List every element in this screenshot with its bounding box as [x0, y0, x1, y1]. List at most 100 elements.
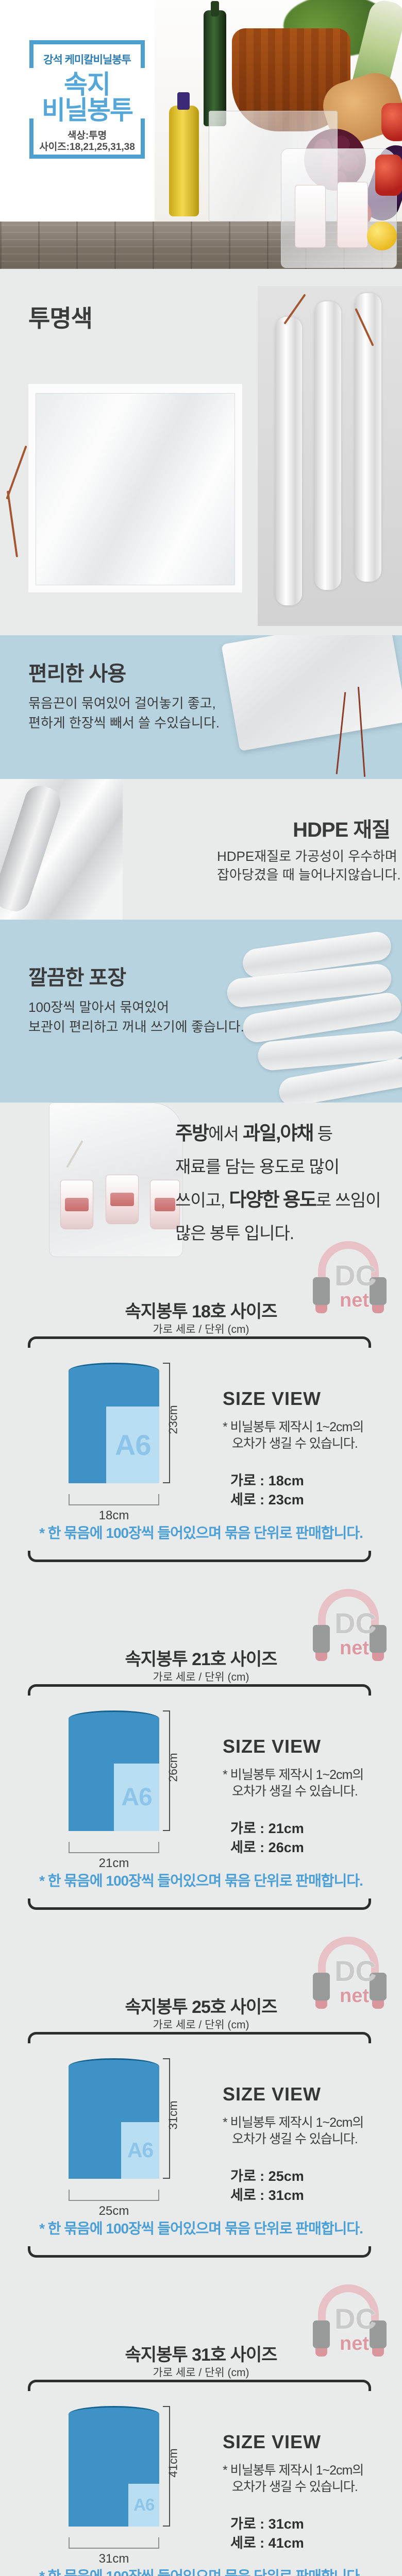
- product-title-line2: 비닐봉투: [42, 96, 133, 125]
- width-dimension-label: 31cm: [98, 2552, 129, 2566]
- height-dimension-line: [163, 1710, 170, 1831]
- height-value: 세로 : 31cm: [230, 2188, 304, 2203]
- flat-bag-photo: [28, 384, 242, 592]
- cup-shape: [150, 1180, 180, 1229]
- size-section: DC net 속지봉투 21호 사이즈 가로 세로 / 단위 (cm) A6 2…: [0, 1589, 402, 1993]
- bracket-top: [28, 1336, 371, 1348]
- bundle-note: * 한 묶음에 100장씩 들어있으며 묶음 단위로 판매합니다.: [0, 2565, 402, 2576]
- bracket-top: [28, 1684, 371, 1696]
- section-body-line2: 편하게 한장씩 빼서 쓸 수있습니다.: [28, 715, 220, 731]
- size-sections: DC net 속지봉투 18호 사이즈 가로 세로 / 단위 (cm) A6 2…: [0, 1241, 402, 2576]
- height-dimension-line: [163, 2406, 170, 2527]
- width-dimension-line: [69, 2537, 159, 2549]
- bundle-note: * 한 묶음에 100장씩 들어있으며 묶음 단위로 판매합니다.: [39, 1873, 363, 1889]
- height-dimension-label: 23cm: [166, 1405, 180, 1434]
- tolerance-note-line1: * 비닐봉투 제작시 1~2cm의: [223, 2115, 364, 2130]
- section-title: 편리한 사용: [28, 663, 126, 685]
- bundle-note: * 한 묶음에 100장씩 들어있으며 묶음 단위로 판매합니다.: [39, 1525, 363, 1541]
- size-section-title: 속지봉투 21호 사이즈: [125, 1650, 278, 1669]
- bag-diagram: A6: [69, 2406, 159, 2527]
- tolerance-note-line2: 오차가 생길 수 있습니다.: [232, 1784, 358, 1799]
- size-section-title: 속지봉투 18호 사이즈: [125, 1302, 278, 1321]
- bag-bundle-photo: [258, 286, 402, 626]
- tolerance-note-line2: 오차가 생길 수 있습니다.: [232, 1436, 358, 1451]
- size-section: DC net 속지봉투 18호 사이즈 가로 세로 / 단위 (cm) A6 2…: [0, 1241, 402, 1645]
- bracket-bottom: [28, 1551, 371, 1562]
- size-section-subtitle: 가로 세로 / 단위 (cm): [153, 2019, 249, 2031]
- width-value: 가로 : 18cm: [230, 1473, 304, 1488]
- tolerance-note-line1: * 비닐봉투 제작시 1~2cm의: [223, 1768, 364, 1782]
- apple-right-photo-shape: [375, 155, 402, 196]
- section-kitchen-use: 주방에서 과일,야채 등 재료를 담는 용도로 많이 쓰이고, 다양한 용도로 쓰임…: [0, 1103, 402, 1273]
- height-value: 세로 : 26cm: [230, 1840, 304, 1855]
- width-dimension-line: [69, 1842, 159, 1853]
- bracket-bottom: [28, 2246, 371, 2258]
- bag-roll-shape: [355, 293, 381, 582]
- section-body-line1: 100장씩 말아서 묶여있어: [28, 999, 170, 1015]
- section-body-line1: 묶음끈이 묶여있어 걸어놓기 좋고,: [28, 696, 216, 711]
- product-title-line1: 속지: [64, 70, 111, 99]
- width-dimension-label: 18cm: [98, 1509, 129, 1522]
- height-value: 세로 : 23cm: [230, 1492, 304, 1507]
- width-dimension-label: 21cm: [98, 1856, 129, 1870]
- crinkled-bag-photo: [0, 779, 123, 920]
- a6-reference-box: A6: [106, 1406, 159, 1483]
- kitchen-copy: 주방에서 과일,야채 등 재료를 담는 용도로 많이 쓰이고, 다양한 용도로 쓰임…: [175, 1123, 381, 1243]
- a6-reference-box: A6: [121, 2122, 159, 2179]
- title-frame-bottom: [29, 118, 145, 159]
- tolerance-note-line2: 오차가 생길 수 있습니다.: [232, 2480, 358, 2494]
- bag-with-cups-photo: [28, 1103, 204, 1270]
- section-body-line2: 잡아당겼을 때 늘어나지않습니다.: [217, 867, 401, 883]
- bag-roll-shape: [275, 317, 302, 605]
- section-title: 투명색: [28, 305, 93, 332]
- height-value: 세로 : 41cm: [230, 2535, 304, 2551]
- section-clean-packaging: 깔끔한 포장 100장씩 말아서 묶여있어 보관이 편리하고 꺼내 쓰기에 좋습…: [0, 920, 402, 1103]
- bag-roll-shape: [314, 301, 341, 590]
- a6-label: A6: [114, 1429, 152, 1462]
- twist-tie: [6, 490, 19, 557]
- bag-diagram: A6: [69, 1363, 159, 1483]
- pepper-photo-shape: [381, 103, 402, 141]
- size-section-title: 속지봉투 31호 사이즈: [125, 2345, 278, 2365]
- size-view-heading: SIZE VIEW: [223, 2083, 322, 2105]
- lemon-photo-shape: [367, 222, 397, 250]
- height-dimension-line: [163, 2058, 170, 2179]
- size-section: DC net 속지봉투 25호 사이즈 가로 세로 / 단위 (cm) A6 3…: [0, 1937, 402, 2341]
- a6-reference-box: A6: [114, 1763, 159, 1831]
- oil-bottle-photo-shape: [169, 92, 199, 216]
- section-title: 깔끔한 포장: [28, 967, 126, 989]
- cup-shape: [106, 1175, 139, 1224]
- a6-label: A6: [133, 2495, 155, 2515]
- size-view-heading: SIZE VIEW: [223, 1736, 322, 1757]
- size-section-subtitle: 가로 세로 / 단위 (cm): [153, 2367, 249, 2379]
- size-view-heading: SIZE VIEW: [223, 2431, 322, 2452]
- bag-diagram: A6: [69, 2058, 159, 2179]
- size-section-subtitle: 가로 세로 / 단위 (cm): [153, 1324, 249, 1335]
- tolerance-note-line2: 오차가 생길 수 있습니다.: [232, 2132, 358, 2146]
- height-dimension-label: 26cm: [166, 1753, 180, 1782]
- size-section-subtitle: 가로 세로 / 단위 (cm): [153, 1671, 249, 1683]
- width-value: 가로 : 21cm: [230, 1821, 304, 1836]
- height-dimension-label: 31cm: [166, 2100, 180, 2130]
- width-value: 가로 : 25cm: [230, 2168, 304, 2184]
- a6-label: A6: [127, 2138, 154, 2162]
- size-spec: 사이즈:18,21,25,31,38: [39, 142, 135, 152]
- wine-bottle-photo-shape: [204, 1, 226, 126]
- tolerance-note-line1: * 비닐봉투 제작시 1~2cm의: [223, 2463, 364, 2478]
- section-transparent-color: 투명색: [0, 269, 402, 635]
- width-dimension-label: 25cm: [98, 2204, 129, 2218]
- section-title: HDPE 재질: [293, 819, 391, 841]
- bracket-bottom: [28, 1899, 371, 1910]
- section-hdpe: HDPE 재질 HDPE재질로 가공성이 우수하며 잡아당겼을 때 늘어나지않습…: [0, 779, 402, 920]
- a6-reference-box: A6: [128, 2483, 159, 2527]
- size-section-title: 속지봉투 25호 사이즈: [125, 1997, 278, 2017]
- width-value: 가로 : 31cm: [230, 2516, 304, 2532]
- hanging-bag-photo: [221, 635, 402, 752]
- bag-diagram: A6: [69, 1710, 159, 1831]
- width-dimension-line: [69, 1494, 159, 1505]
- bundle-note: * 한 묶음에 100장씩 들어있으며 묶음 단위로 판매합니다.: [39, 2221, 363, 2236]
- width-dimension-line: [69, 2190, 159, 2201]
- brand-name: 강석 케미칼비닐봉투: [43, 54, 131, 66]
- title-frame-top: [29, 40, 145, 68]
